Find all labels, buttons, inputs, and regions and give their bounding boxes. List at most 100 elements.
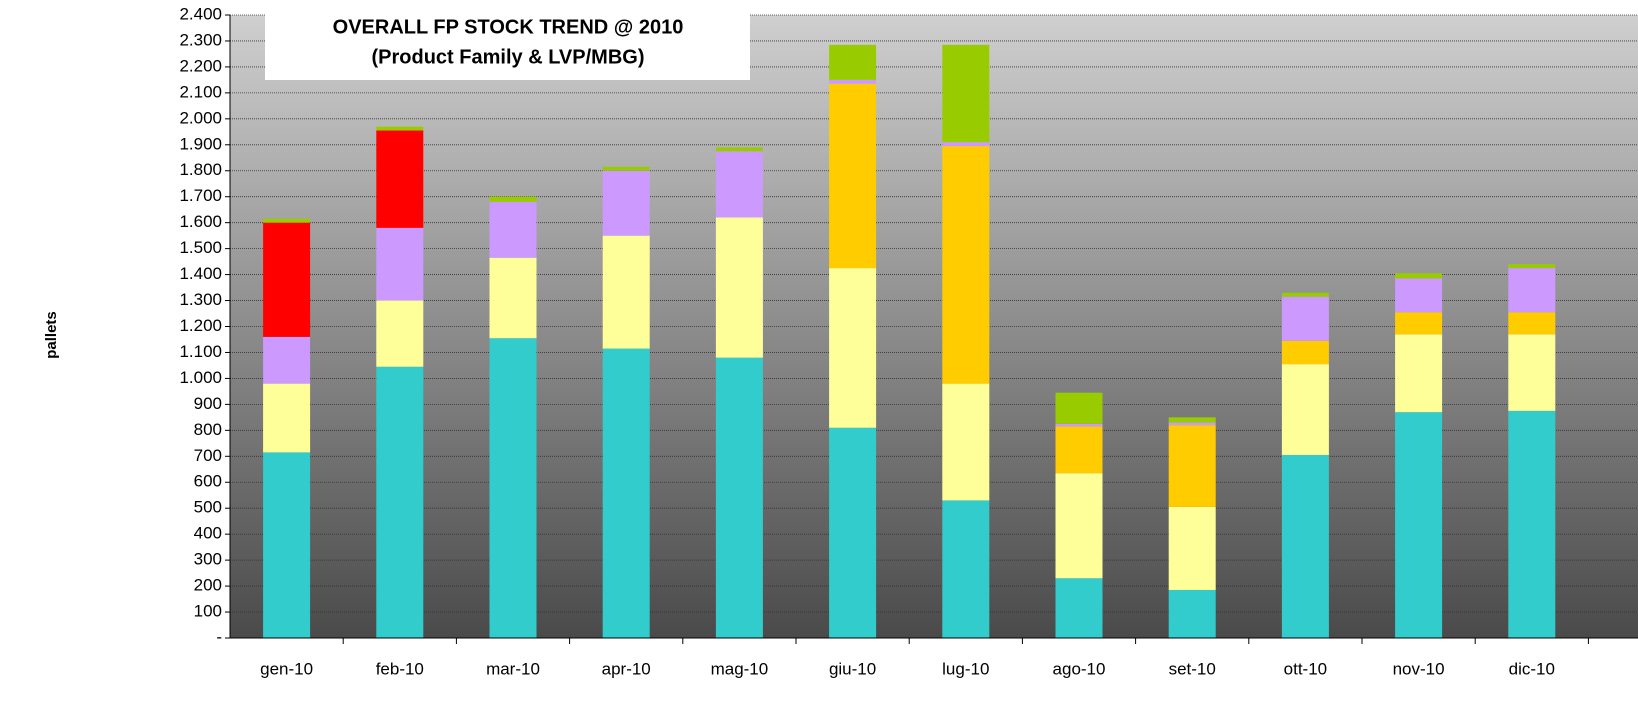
bar-segment	[1395, 273, 1443, 279]
bar-segment	[829, 268, 877, 428]
bar-segment	[1055, 426, 1103, 474]
bar-segment	[1281, 292, 1329, 297]
bar-segment	[1508, 264, 1556, 269]
bar-segment	[1168, 425, 1216, 507]
bar-segment	[489, 338, 537, 638]
bar-segment	[489, 196, 537, 202]
y-tick-label: 500	[194, 498, 222, 517]
x-tick-label: giu-10	[829, 659, 876, 678]
x-tick-label: nov-10	[1393, 659, 1445, 678]
bar-segment	[489, 201, 537, 258]
y-tick-label: 1.200	[179, 316, 222, 335]
bar-segment	[829, 83, 877, 269]
bar-segment	[1508, 334, 1556, 411]
x-tick-label: ago-10	[1053, 659, 1106, 678]
bar-segment	[1281, 454, 1329, 638]
bar-segment	[1168, 422, 1216, 426]
grid	[230, 14, 1638, 639]
y-tick-label: 400	[194, 524, 222, 543]
y-tick-label: 1.900	[179, 134, 222, 153]
x-tick-label: lug-10	[942, 659, 989, 678]
x-tick-label: dic-10	[1509, 659, 1555, 678]
x-tick-label: ott-10	[1284, 659, 1327, 678]
y-tick-label: 2.300	[179, 30, 222, 49]
y-tick-label: 300	[194, 550, 222, 569]
y-tick-label: 600	[194, 472, 222, 491]
bar-segment	[263, 452, 311, 638]
bar-segment	[602, 348, 650, 638]
axes: - 100 200 300 400 500 600 700 800 900 1.000 1.100 1.…	[179, 4, 1638, 678]
title-box	[265, 8, 750, 80]
chart-title: OVERALL FP STOCK TREND @ 2010	[333, 16, 684, 38]
y-tick-label: 800	[194, 420, 222, 439]
bar-segment	[1508, 410, 1556, 638]
bar-segment	[1508, 268, 1556, 313]
bar-segment	[1281, 364, 1329, 455]
y-tick-label: 2.100	[179, 82, 222, 101]
bar-segment	[715, 151, 763, 218]
y-tick-label: 2.400	[179, 4, 222, 23]
bar-segment	[602, 166, 650, 171]
bar-segment	[715, 357, 763, 638]
x-tick-label: mag-10	[711, 659, 769, 678]
x-tick-label: mar-10	[486, 659, 540, 678]
bar-segment	[1395, 312, 1443, 335]
x-tick-label: set-10	[1169, 659, 1216, 678]
bar-segment	[1508, 312, 1556, 335]
bar-segment	[1168, 506, 1216, 590]
y-tick-label: 1.600	[179, 212, 222, 231]
y-tick-label: 2.000	[179, 108, 222, 127]
bar-segment	[1281, 296, 1329, 341]
chart-subtitle: (Product Family & LVP/MBG)	[372, 46, 645, 68]
y-tick-label: 1.700	[179, 186, 222, 205]
bar-segment	[715, 217, 763, 358]
y-tick-label: -	[216, 627, 222, 646]
bar-segment	[376, 126, 424, 131]
bar-segment	[1395, 334, 1443, 413]
bar-segment	[376, 300, 424, 367]
bar-segment	[829, 44, 877, 80]
bar-segment	[942, 146, 990, 384]
bar-segment	[263, 218, 311, 223]
y-tick-label: 1.300	[179, 290, 222, 309]
bar-segment	[1395, 412, 1443, 638]
bar-segment	[1168, 589, 1216, 638]
bar-segment	[942, 142, 990, 147]
x-tick-label: gen-10	[260, 659, 313, 678]
bar-segment	[263, 336, 311, 384]
bar-segment	[942, 44, 990, 143]
y-tick-label: 200	[194, 576, 222, 595]
bar-segment	[829, 427, 877, 638]
y-tick-label: 1.100	[179, 342, 222, 361]
y-tick-label: 2.200	[179, 56, 222, 75]
y-tick-label: 900	[194, 394, 222, 413]
bar-segment	[942, 500, 990, 638]
bar-segment	[489, 257, 537, 339]
bar-segment	[1055, 423, 1103, 427]
y-tick-label: 1.400	[179, 264, 222, 283]
bar-segment	[715, 147, 763, 152]
y-tick-label: 700	[194, 446, 222, 465]
bar-segment	[1055, 473, 1103, 579]
bar-segment	[1281, 340, 1329, 365]
bar-segment	[942, 383, 990, 501]
bar-segment	[1055, 392, 1103, 424]
bar-segment	[829, 79, 877, 84]
y-tick-label: 100	[194, 602, 222, 621]
bars	[263, 44, 1556, 638]
y-tick-label: 1.500	[179, 238, 222, 257]
bar-segment	[1055, 578, 1103, 638]
bar-segment	[602, 235, 650, 349]
bar-segment	[263, 383, 311, 453]
x-tick-label: feb-10	[376, 659, 424, 678]
y-axis-label: pallets	[43, 311, 60, 359]
x-tick-label: apr-10	[602, 659, 651, 678]
bar-segment	[1395, 278, 1443, 313]
bar-segment	[376, 227, 424, 301]
bar-segment	[376, 130, 424, 228]
bar-segment	[263, 222, 311, 337]
bar-segment	[1168, 417, 1216, 423]
bar-segment	[376, 366, 424, 638]
y-tick-label: 1.000	[179, 368, 222, 387]
